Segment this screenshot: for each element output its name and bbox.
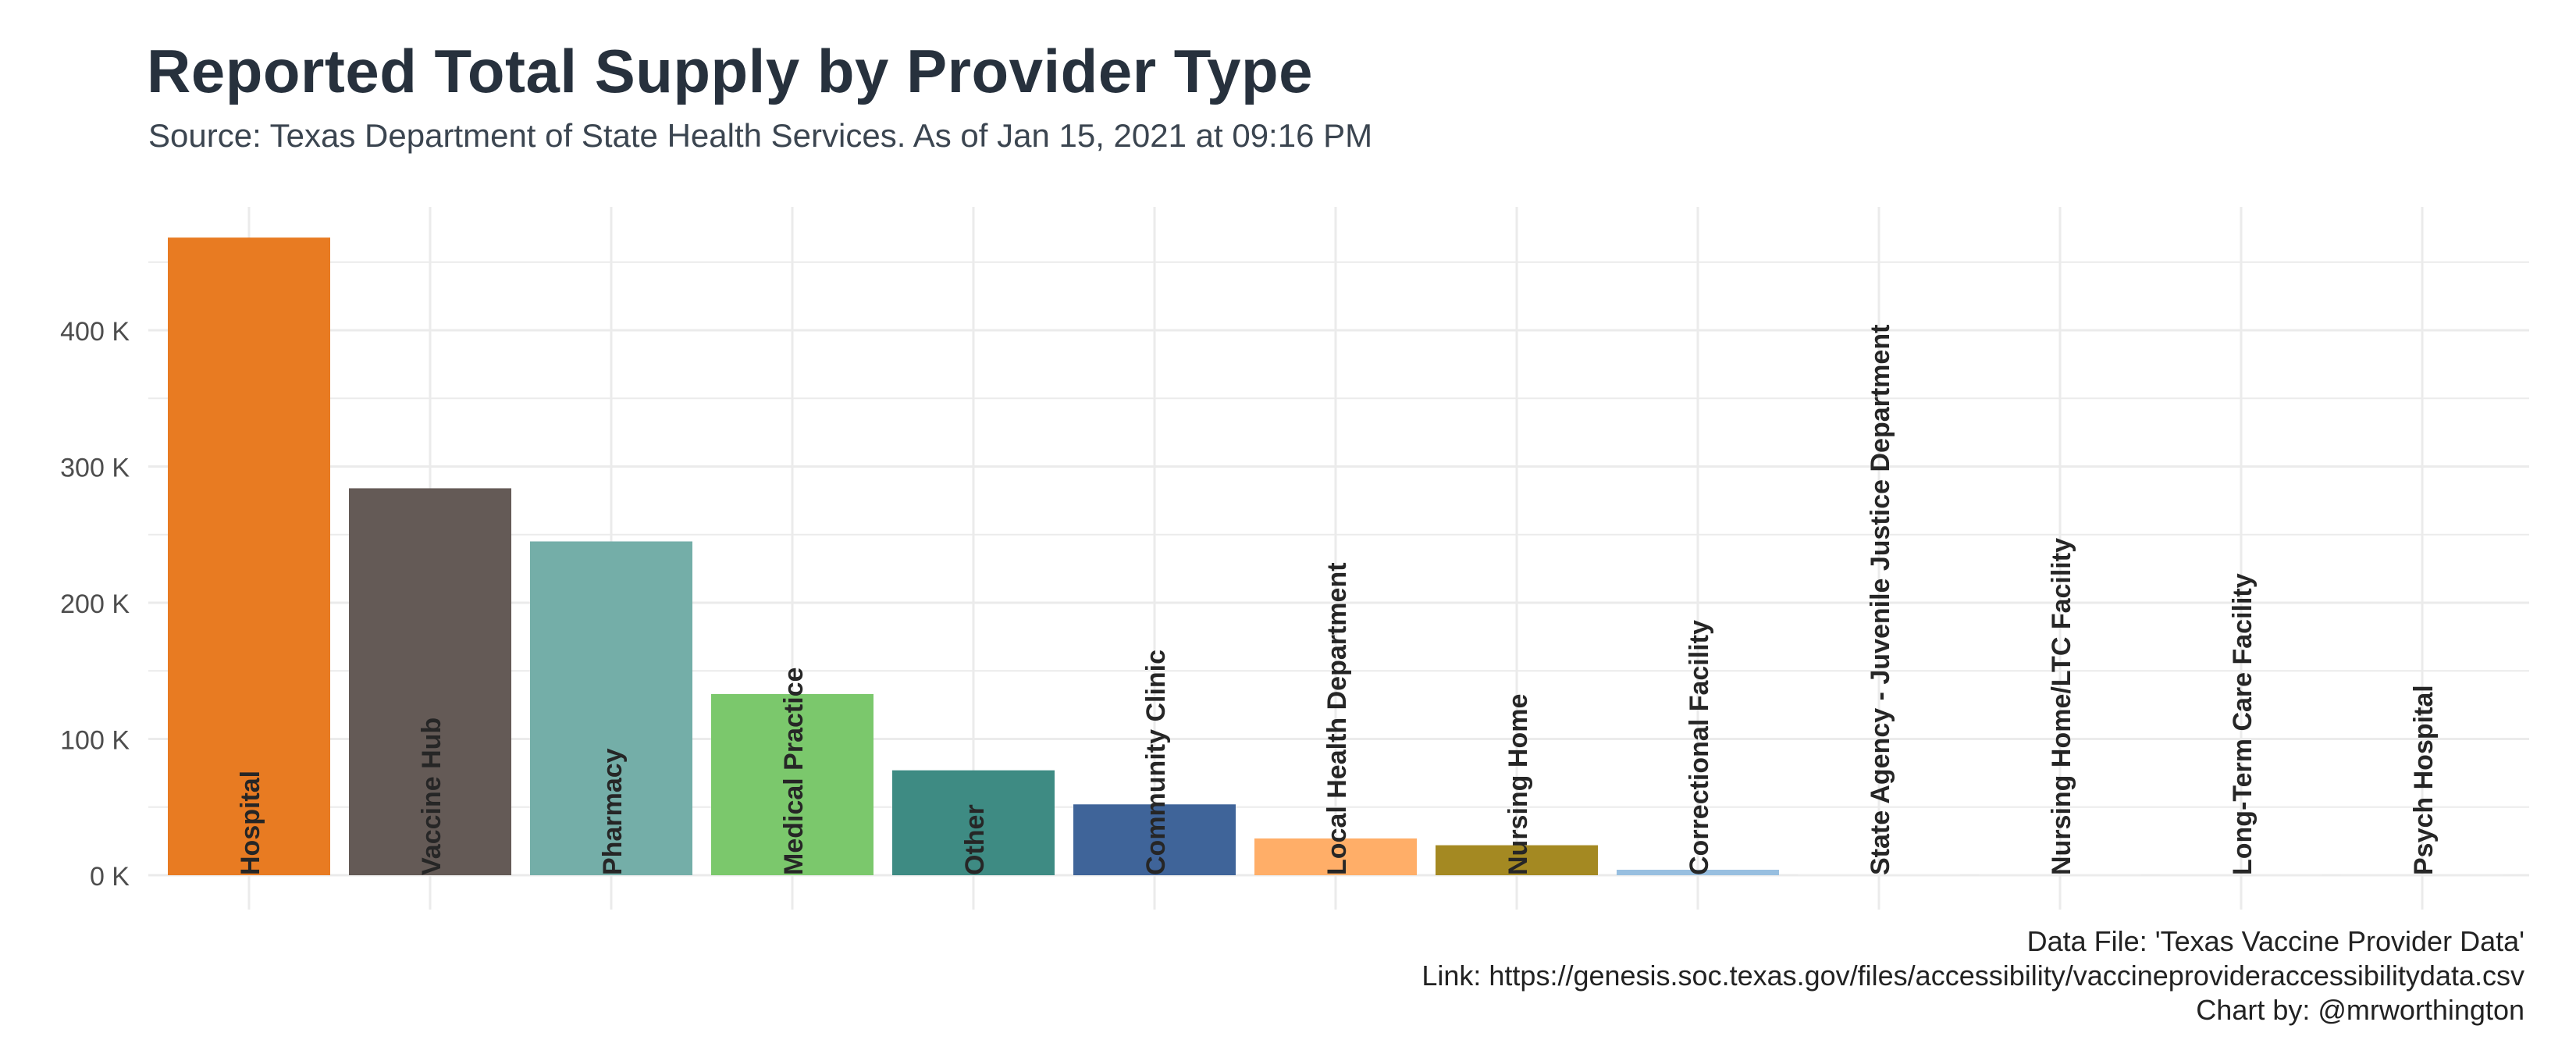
y-tick-label: 300 K	[60, 454, 130, 483]
category-label-nursing-home: Nursing Home	[1503, 694, 1533, 875]
bar-hospital	[168, 237, 330, 876]
category-label-correctional-facility: Correctional Facility	[1685, 620, 1714, 875]
y-tick-label: 400 K	[60, 317, 130, 347]
bar-psych-hospital	[2341, 874, 2503, 876]
y-tick-label: 100 K	[60, 726, 130, 756]
y-tick-label: 200 K	[60, 589, 130, 619]
category-label-community-clinic: Community Clinic	[1141, 650, 1171, 875]
bar-correctional-facility	[1617, 870, 1779, 875]
caption-author: Chart by: @mrworthington	[2196, 994, 2524, 1026]
category-label-hospital: Hospital	[236, 771, 265, 875]
category-label-vaccine-hub: Vaccine Hub	[417, 718, 447, 875]
category-label-local-health-department: Local Health Department	[1322, 562, 1352, 875]
bar-chart: 0 K 100 K 200 K 300 K 400 K Hospital Vaccine …	[60, 207, 2529, 910]
bar-state-agency-juvenile-justice-department	[1798, 874, 1960, 875]
bar-community-clinic	[1073, 804, 1236, 875]
bar-pharmacy	[530, 541, 692, 875]
bars	[168, 237, 2503, 876]
caption-link: Link: https://genesis.soc.texas.gov/file…	[1421, 960, 2524, 992]
category-label-state-agency-juvenile-justice-department: State Agency - Juvenile Justice Departme…	[1866, 325, 1895, 875]
bar-other	[892, 770, 1055, 875]
chart-title: Reported Total Supply by Provider Type	[147, 37, 1313, 105]
chart-subtitle: Source: Texas Department of State Health…	[148, 117, 1373, 154]
bar-medical-practice	[711, 693, 873, 875]
bar-long-term-care-facility	[2160, 874, 2322, 875]
y-axis-tick-labels: 0 K 100 K 200 K 300 K 400 K	[60, 317, 130, 892]
category-label-pharmacy: Pharmacy	[598, 748, 628, 875]
category-label-long-term-care-facility: Long-Term Care Facility	[2228, 573, 2258, 875]
bar-nursing-home	[1436, 845, 1598, 875]
category-label-nursing-home-ltc-facility: Nursing Home/LTC Facility	[2047, 538, 2076, 875]
caption-data-file: Data File: 'Texas Vaccine Provider Data'	[2026, 925, 2524, 957]
category-labels: Hospital Vaccine Hub Pharmacy Medical Pract…	[236, 325, 2439, 875]
category-label-psych-hospital: Psych Hospital	[2409, 685, 2439, 875]
category-label-other: Other	[960, 804, 990, 875]
bar-local-health-department	[1254, 838, 1417, 875]
y-tick-label: 0 K	[90, 862, 130, 892]
bar-nursing-home-ltc-facility	[1979, 874, 2141, 875]
category-label-medical-practice: Medical Practice	[779, 668, 809, 875]
caption: Data File: 'Texas Vaccine Provider Data'…	[1421, 924, 2524, 1027]
bar-vaccine-hub	[349, 488, 511, 875]
